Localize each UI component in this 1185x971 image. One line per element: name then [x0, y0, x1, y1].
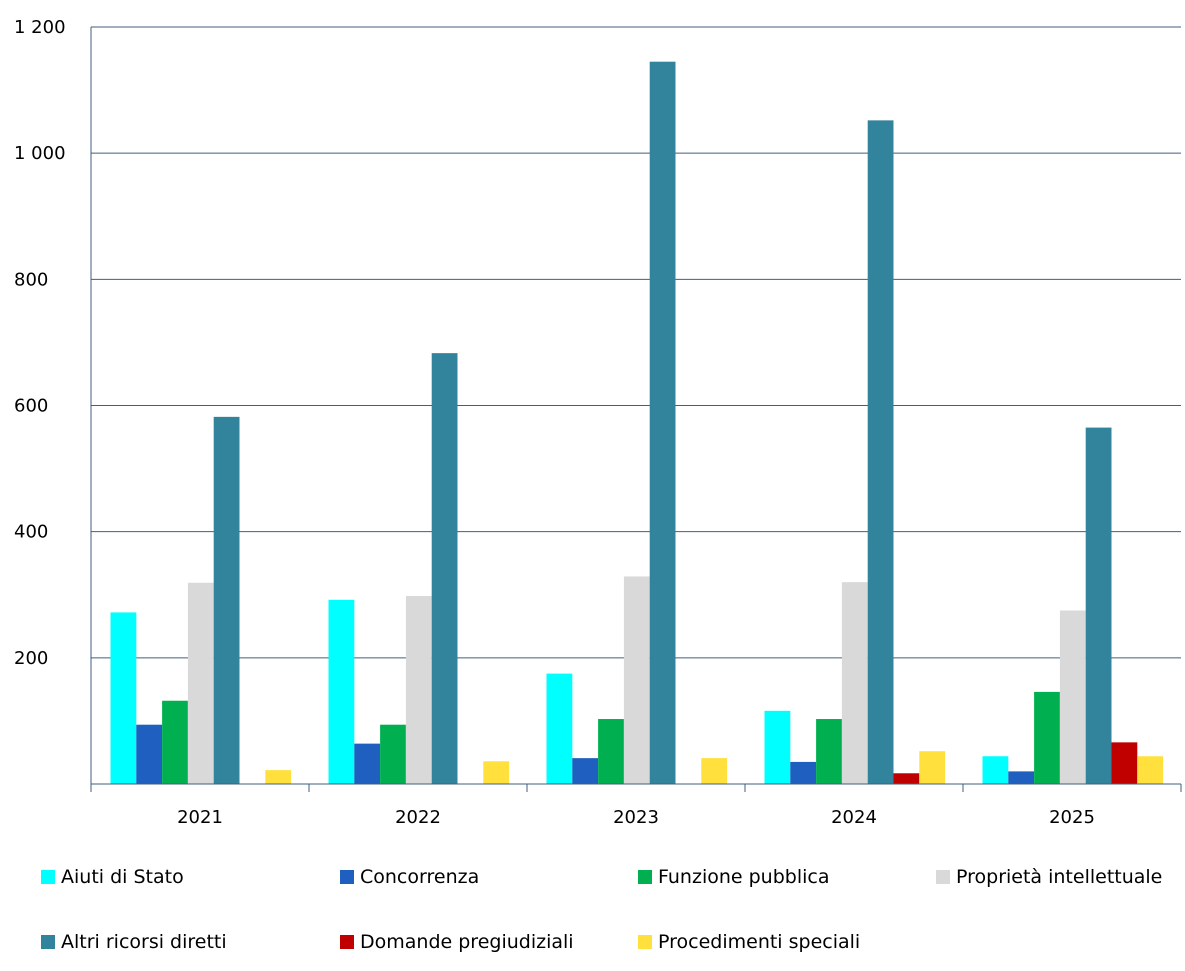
gridlines	[91, 26, 1181, 659]
bars	[110, 61, 1164, 784]
legend-label: Aiuti di Stato	[61, 866, 184, 888]
bar-funzione-pubblica-2021	[162, 700, 188, 784]
bar-altri-ricorsi-diretti-2021	[213, 416, 240, 784]
bar-procedimenti-speciali-2025	[1137, 756, 1164, 784]
tick-labels: 200 400 600 800 1 000 1 200 2021 2022 2023 2024 20…	[14, 17, 1095, 828]
x-tick-label: 2021	[177, 807, 223, 828]
legend-label: Funzione pubblica	[658, 866, 830, 888]
legend-label: Proprietà intellettuale	[956, 866, 1163, 888]
legend-swatch	[638, 870, 652, 884]
bar-aiuti-di-stato-2023	[546, 673, 573, 784]
x-tick-label: 2023	[613, 807, 659, 828]
bar-altri-ricorsi-diretti-2023	[649, 61, 676, 784]
bar-altri-ricorsi-diretti-2025	[1085, 427, 1112, 784]
legend-label: Domande pregiudiziali	[360, 931, 574, 953]
legend-label: Procedimenti speciali	[658, 931, 861, 953]
legend-swatch	[340, 870, 354, 884]
bar-propriet-intellettuale-2023	[623, 576, 650, 784]
legend-label: Altri ricorsi diretti	[61, 931, 227, 953]
bar-concorrenza-2024	[790, 761, 817, 784]
bar-procedimenti-speciali-2022	[483, 761, 510, 784]
y-tick-label: 1 000	[14, 143, 66, 164]
bar-aiuti-di-stato-2021	[110, 612, 137, 784]
x-tick-label: 2024	[831, 807, 877, 828]
legend-swatch	[638, 935, 652, 949]
legend-item: Altri ricorsi diretti	[41, 931, 227, 953]
legend-swatch	[936, 870, 950, 884]
bar-domande-pregiudiziali-2024	[893, 773, 920, 784]
bar-funzione-pubblica-2023	[598, 719, 624, 784]
legend-item: Proprietà intellettuale	[936, 866, 1162, 888]
legend-swatch	[41, 935, 55, 949]
bar-propriet-intellettuale-2025	[1059, 610, 1086, 784]
y-tick-label: 1 200	[14, 17, 66, 38]
bar-funzione-pubblica-2025	[1034, 691, 1060, 784]
bar-propriet-intellettuale-2022	[405, 596, 432, 784]
y-tick-label: 400	[14, 522, 48, 543]
bar-concorrenza-2021	[136, 724, 163, 784]
legend-item: Domande pregiudiziali	[340, 931, 574, 953]
axes	[90, 27, 1182, 792]
x-tick-label: 2022	[395, 807, 441, 828]
bar-procedimenti-speciali-2021	[265, 770, 292, 784]
bar-funzione-pubblica-2024	[816, 719, 842, 784]
legend-item: Concorrenza	[340, 866, 479, 888]
bar-propriet-intellettuale-2021	[187, 582, 214, 784]
bar-aiuti-di-stato-2024	[764, 710, 791, 784]
legend-swatch	[41, 870, 55, 884]
bar-concorrenza-2023	[572, 758, 599, 784]
legend-label: Concorrenza	[360, 866, 480, 888]
bar-funzione-pubblica-2022	[380, 724, 406, 784]
bar-procedimenti-speciali-2023	[701, 758, 728, 784]
legend-item: Aiuti di Stato	[41, 866, 184, 888]
bar-concorrenza-2022	[354, 743, 381, 784]
y-tick-label: 200	[14, 648, 48, 669]
bar-propriet-intellettuale-2024	[841, 582, 868, 784]
bar-altri-ricorsi-diretti-2024	[867, 120, 894, 784]
legend-item: Procedimenti speciali	[638, 931, 860, 953]
legend-item: Funzione pubblica	[638, 866, 830, 888]
x-tick-label: 2025	[1049, 807, 1095, 828]
bar-domande-pregiudiziali-2025	[1111, 742, 1138, 784]
y-tick-label: 800	[14, 269, 48, 290]
bar-aiuti-di-stato-2025	[982, 756, 1009, 784]
bar-aiuti-di-stato-2022	[328, 599, 355, 784]
legend-swatch	[340, 935, 354, 949]
bar-procedimenti-speciali-2024	[919, 751, 946, 784]
y-tick-label: 600	[14, 396, 48, 417]
bar-concorrenza-2025	[1008, 771, 1035, 784]
bar-altri-ricorsi-diretti-2022	[431, 353, 458, 784]
